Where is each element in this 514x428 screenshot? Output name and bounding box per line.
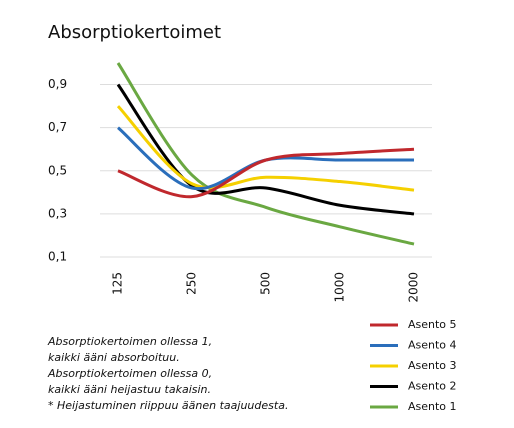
x-tick-label: 125	[111, 272, 125, 295]
series-line	[116, 62, 415, 246]
x-tick-label: 2000	[407, 272, 421, 303]
chart-title: Absorptiokertoimet	[48, 22, 221, 43]
y-tick-label: 0,5	[48, 163, 67, 177]
y-tick-label: 0,9	[48, 77, 67, 91]
x-tick-label: 500	[259, 272, 273, 295]
x-tick-label: 250	[185, 272, 199, 295]
legend-label: Asento 4	[408, 339, 457, 352]
legend-label: Asento 2	[408, 380, 457, 393]
y-tick-label: 0,3	[48, 206, 67, 220]
x-tick-label: 1000	[333, 272, 347, 303]
y-tick-label: 0,7	[48, 120, 67, 134]
legend-label: Asento 3	[408, 359, 457, 372]
series-line	[117, 147, 415, 199]
y-tick-label: 0,1	[48, 250, 67, 264]
annotation: Absorptiokertoimen ollessa 1,	[47, 335, 212, 348]
annotation: kaikki ääni heijastuu takaisin.	[48, 383, 211, 396]
legend-label: Asento 1	[408, 400, 457, 413]
series-line	[116, 83, 415, 216]
legend-label: Asento 5	[408, 318, 457, 331]
annotation: * Heijastuminen riippuu äänen taajuudest…	[48, 399, 288, 412]
annotation: Absorptiokertoimen ollessa 0,	[47, 367, 212, 380]
annotation: kaikki ääni absorboituu.	[48, 351, 180, 364]
series-line	[116, 105, 415, 192]
